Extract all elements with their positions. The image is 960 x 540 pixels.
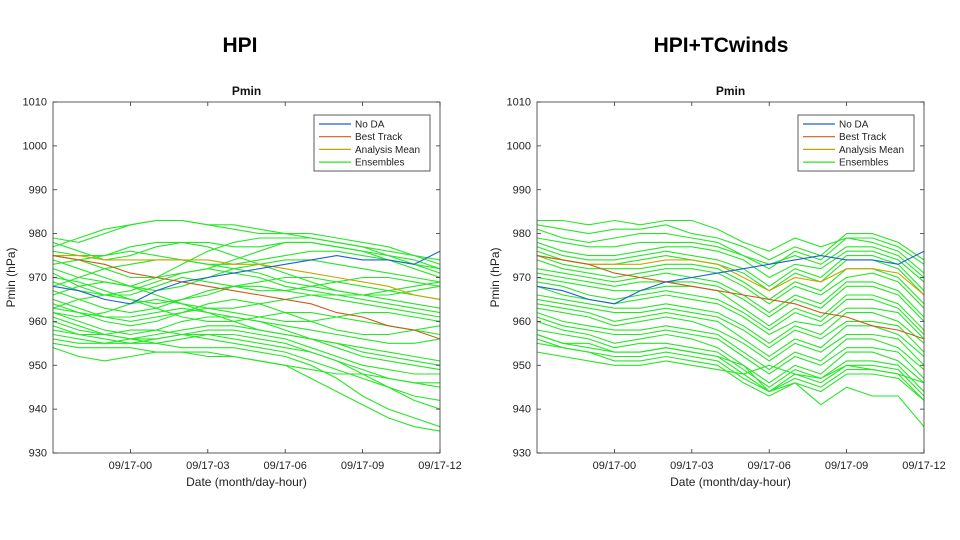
ensemble-member-line: [53, 329, 440, 401]
ensemble-member-line: [53, 298, 440, 322]
ensemble-member-line: [53, 241, 440, 279]
ensemble-member-line: [537, 268, 924, 318]
y-tick-label: 1000: [507, 140, 531, 152]
ensemble-member-line: [53, 241, 440, 296]
ensemble-member-line: [537, 312, 924, 371]
y-tick-label: 1010: [23, 97, 47, 109]
chart-panel-hpi-tcwinds: 930 940 950 960 970 980 990 1000 1010 09/17-00 09/…: [488, 84, 946, 489]
ensemble-member-line: [537, 276, 924, 331]
ensemble-member-line: [537, 342, 924, 401]
ensemble-member-line: [537, 294, 924, 344]
legend-label: Best Track: [355, 132, 403, 143]
x-tick-label: 09/17-09: [341, 460, 384, 472]
y-tick-label: 1010: [507, 97, 531, 109]
legend-label: Analysis Mean: [355, 145, 420, 156]
ensemble-member-line: [53, 219, 440, 265]
y-tick-label: 990: [513, 184, 531, 196]
series-lines: [53, 219, 440, 432]
y-tick-label: 960: [513, 316, 531, 328]
y-axis-label: Pmin (hPa): [488, 247, 502, 307]
ensemble-member-line: [53, 268, 440, 296]
x-tick-label: 09/17-12: [418, 460, 461, 472]
x-tick-label: 09/17-00: [109, 460, 152, 472]
ensemble-member-line: [53, 281, 440, 314]
ensemble-member-line: [537, 351, 924, 384]
ensemble-member-line: [53, 298, 440, 362]
ensemble-member-line: [537, 237, 924, 278]
x-tick-label: 09/17-03: [670, 460, 713, 472]
ensemble-member-line: [53, 285, 440, 318]
ensemble-member-line: [53, 237, 440, 287]
ensemble-member-line: [53, 298, 440, 336]
x-axis-label: Date (month/day-hour): [186, 475, 307, 489]
y-tick-label: 940: [513, 404, 531, 416]
chart-title: Pmin: [232, 84, 261, 98]
y-tick-label: 970: [513, 272, 531, 284]
ensemble-member-line: [537, 303, 924, 358]
y-axis-label: Pmin (hPa): [4, 247, 18, 307]
x-tick-label: 09/17-09: [825, 460, 868, 472]
y-tick-label: 990: [29, 184, 47, 196]
chart-title: Pmin: [716, 84, 745, 98]
ensemble-member-line: [537, 338, 924, 401]
y-tick-label: 970: [29, 272, 47, 284]
analysis-mean-line: [53, 255, 440, 300]
no-da-line: [53, 250, 440, 305]
right-panel-heading: HPI+TCwinds: [653, 34, 789, 57]
series-lines: [537, 219, 924, 428]
x-tick-label: 09/17-06: [263, 460, 306, 472]
x-tick-label: 09/17-03: [186, 460, 229, 472]
legend-label: Analysis Mean: [839, 145, 904, 156]
y-tick-label: 1000: [23, 140, 47, 152]
y-tick-label: 980: [29, 228, 47, 240]
legend-label: Ensembles: [839, 158, 888, 169]
y-tick-label: 930: [513, 448, 531, 460]
ensemble-member-line: [537, 316, 924, 379]
ensemble-member-line: [53, 307, 440, 371]
ensemble-member-line: [537, 241, 924, 283]
ensemble-member-line: [537, 333, 924, 397]
ensemble-member-line: [53, 338, 440, 428]
ensemble-member-line: [53, 347, 440, 384]
ensemble-member-line: [53, 333, 440, 410]
ensemble-member-line: [53, 276, 440, 305]
ensemble-member-line: [53, 320, 440, 375]
x-axis-label: Date (month/day-hour): [670, 475, 791, 489]
legend-label: No DA: [355, 120, 385, 131]
y-tick-label: 930: [29, 448, 47, 460]
legend-label: No DA: [839, 120, 869, 131]
y-tick-label: 940: [29, 404, 47, 416]
ensemble-member-line: [537, 219, 924, 265]
y-tick-label: 960: [29, 316, 47, 328]
ensemble-member-line: [53, 250, 440, 279]
ensemble-member-line: [537, 333, 924, 428]
ensemble-member-line: [537, 246, 924, 292]
ensemble-member-line: [537, 320, 924, 384]
left-panel-heading: HPI: [222, 34, 258, 57]
x-tick-label: 09/17-06: [747, 460, 790, 472]
y-tick-label: 950: [29, 360, 47, 372]
ensemble-member-line: [53, 219, 440, 261]
best-track-line: [537, 255, 924, 340]
ensemble-member-line: [537, 307, 924, 366]
x-tick-label: 09/17-00: [593, 460, 636, 472]
ensemble-member-line: [537, 224, 924, 261]
y-tick-label: 980: [513, 228, 531, 240]
ensemble-member-line: [537, 228, 924, 274]
y-tick-label: 950: [513, 360, 531, 372]
x-tick-label: 09/17-12: [902, 460, 945, 472]
ensemble-member-line: [537, 281, 924, 335]
no-da-line: [537, 250, 924, 305]
ensemble-member-line: [53, 241, 440, 270]
chart-panel-hpi: 930 940 950 960 970 980 990 1000 1010 09/17-00 09/…: [4, 84, 462, 489]
ensemble-member-line: [537, 259, 924, 309]
best-track-line: [53, 255, 440, 340]
legend-label: Ensembles: [355, 158, 404, 169]
legend-label: Best Track: [839, 132, 887, 143]
